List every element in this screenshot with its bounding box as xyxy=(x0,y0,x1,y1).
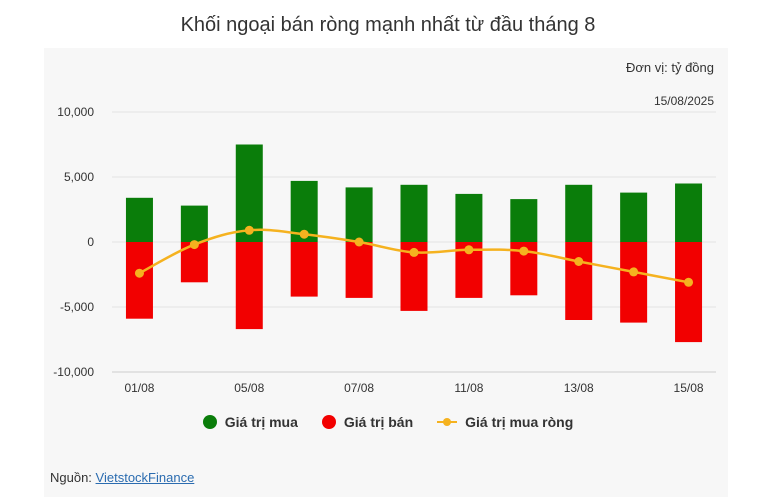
x-tick-label: 05/08 xyxy=(234,381,264,395)
y-tick-label: -5,000 xyxy=(60,300,94,314)
bar-sell xyxy=(235,242,263,330)
x-tick-label: 11/08 xyxy=(454,381,483,395)
x-tick-label: 13/08 xyxy=(564,381,594,395)
net-point xyxy=(409,247,419,257)
chart-title: Khối ngoại bán ròng mạnh nhất từ đầu thá… xyxy=(180,14,596,36)
plot-panel xyxy=(44,48,728,497)
net-point xyxy=(354,237,364,247)
bar-sell xyxy=(125,242,153,319)
bar-buy xyxy=(620,192,648,242)
net-point xyxy=(629,267,639,277)
legend-net-marker xyxy=(437,415,458,429)
y-tick-label: 10,000 xyxy=(57,105,94,119)
bar-buy xyxy=(565,184,593,242)
x-tick-label: 07/08 xyxy=(344,381,374,395)
bar-sell xyxy=(675,242,703,343)
bar-buy xyxy=(180,205,208,242)
net-point xyxy=(464,245,474,255)
bar-sell xyxy=(345,242,373,298)
legend: Giá trị mua Giá trị bán Giá trị mua ròng xyxy=(0,414,776,430)
bar-buy xyxy=(510,199,538,242)
bar-buy xyxy=(455,193,483,242)
x-tick-label: 15/08 xyxy=(674,381,704,395)
bar-buy xyxy=(675,183,703,242)
unit-note: Đơn vị: tỷ đồng xyxy=(625,60,714,75)
net-point xyxy=(134,268,144,278)
bar-sell xyxy=(565,242,593,320)
net-point xyxy=(574,257,584,266)
legend-item-buy[interactable]: Giá trị mua xyxy=(202,414,298,430)
y-tick-label: 0 xyxy=(87,235,94,249)
bar-buy xyxy=(125,197,153,242)
net-point xyxy=(519,246,529,256)
source-link[interactable]: VietstockFinance xyxy=(95,470,195,485)
y-tick-label: 5,000 xyxy=(64,170,94,184)
bar-buy xyxy=(345,187,373,242)
net-point xyxy=(299,229,309,239)
source-note: Nguồn: VietstockFinance xyxy=(50,470,194,485)
net-point xyxy=(244,225,254,235)
bar-buy xyxy=(235,144,263,242)
bar-buy xyxy=(400,184,428,242)
bar-sell xyxy=(620,242,648,323)
net-point xyxy=(189,240,199,250)
legend-buy-marker xyxy=(202,415,217,429)
legend-net-label: Giá trị mua ròng xyxy=(465,414,574,430)
date-note: 15/08/2025 xyxy=(653,94,714,108)
legend-item-net[interactable]: Giá trị mua ròng xyxy=(437,414,573,430)
source-label: Nguồn: xyxy=(50,470,96,485)
legend-sell-marker xyxy=(321,415,336,429)
legend-sell-label: Giá trị bán xyxy=(343,414,414,430)
net-point xyxy=(684,277,694,287)
legend-buy-label: Giá trị mua xyxy=(224,414,298,430)
legend-item-sell[interactable]: Giá trị bán xyxy=(321,414,414,430)
x-tick-label: 01/08 xyxy=(124,381,154,395)
y-tick-label: -10,000 xyxy=(53,365,94,379)
bar-sell xyxy=(290,242,318,297)
